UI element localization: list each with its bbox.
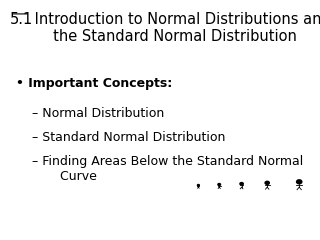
Text: Introduction to Normal Distributions and
     the Standard Normal Distribution: Introduction to Normal Distributions and…: [30, 12, 320, 44]
Text: • Important Concepts:: • Important Concepts:: [16, 77, 172, 90]
Circle shape: [197, 185, 199, 186]
Circle shape: [297, 180, 302, 184]
Text: – Standard Normal Distribution: – Standard Normal Distribution: [32, 131, 225, 144]
Text: 5.1: 5.1: [10, 12, 33, 27]
Circle shape: [265, 181, 269, 185]
Circle shape: [218, 184, 220, 186]
Circle shape: [240, 183, 243, 185]
Text: – Normal Distribution: – Normal Distribution: [32, 107, 164, 120]
Text: – Finding Areas Below the Standard Normal
       Curve: – Finding Areas Below the Standard Norma…: [32, 155, 303, 183]
